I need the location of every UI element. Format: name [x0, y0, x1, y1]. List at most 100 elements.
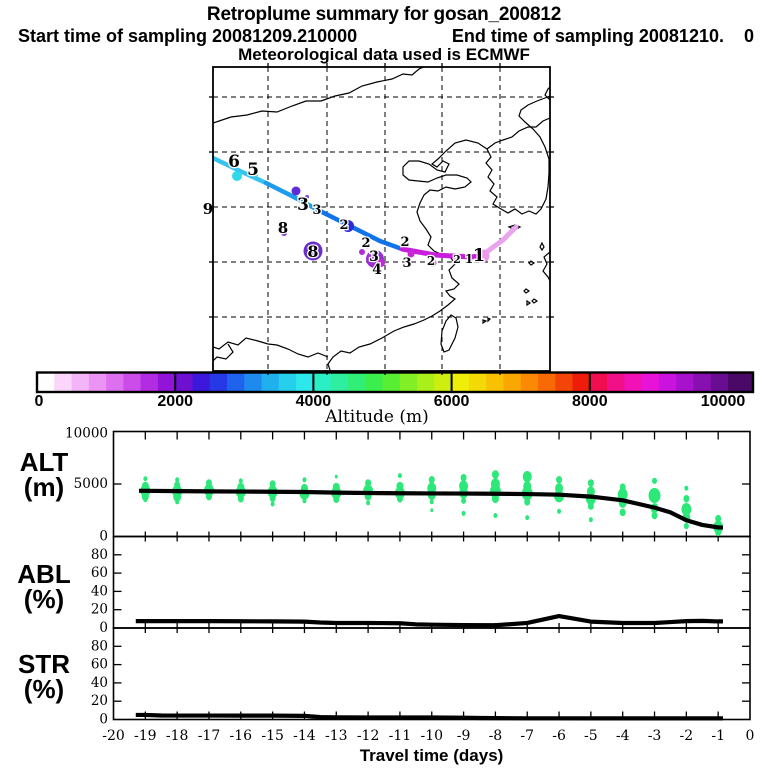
str-data-line: [135, 712, 723, 721]
plume-cluster-dot: [429, 259, 437, 267]
y-tick-label: 60: [91, 657, 108, 673]
x-tick-label: -4: [616, 728, 630, 744]
colorbar-segment: [537, 372, 556, 392]
colorbar-segment: [641, 372, 660, 392]
alt-cluster-marker: [237, 494, 244, 503]
alt-cluster-marker: [430, 508, 434, 513]
end-time-text: End time of sampling 20081210. 0: [451, 26, 754, 46]
colorbar-segment: [244, 372, 263, 392]
colorbar-segment: [88, 372, 107, 392]
colorbar-segment: [209, 372, 228, 392]
colorbar-segment: [468, 372, 487, 392]
coastline-group: [213, 67, 550, 371]
y-tick-label: 5000: [74, 476, 108, 492]
colorbar-segment: [589, 372, 608, 392]
y-tick-label: 0: [99, 712, 108, 728]
alt-cluster-marker: [460, 473, 467, 482]
colorbar-segment: [175, 372, 193, 392]
alt-cluster-marker: [428, 476, 435, 484]
y-tick-label: 80: [91, 547, 108, 563]
trajectory-day-number: 2: [339, 218, 348, 233]
alt-cluster-marker: [617, 488, 628, 501]
trajectory-day-number: 3: [297, 195, 309, 215]
colorbar-segment: [347, 372, 366, 392]
trajectory-segment: [213, 155, 269, 186]
trajectory-day-number: 3: [402, 256, 411, 271]
colorbar-tick-label: 2000: [157, 393, 193, 410]
colorbar-overflow-segment: [728, 372, 753, 392]
colorbar-segment: [399, 372, 418, 392]
coast-china: [213, 139, 488, 371]
x-tick-label: -7: [520, 728, 534, 744]
alt-cluster-marker: [652, 477, 658, 484]
colorbar-segment: [503, 372, 522, 392]
x-tick-label: -11: [389, 728, 412, 744]
plume-cluster-dot: [232, 171, 242, 181]
colorbar-segment: [296, 372, 314, 392]
alt-cluster-marker: [302, 477, 307, 483]
alt-cluster-marker: [461, 497, 467, 504]
alt-cluster-marker: [587, 479, 594, 487]
alt-cluster-marker: [302, 498, 307, 504]
abl-panel-unit: (%): [23, 584, 65, 614]
x-tick-label: -20: [102, 728, 125, 744]
x-tick-label: -18: [166, 728, 189, 744]
coast-korea-west: [485, 148, 542, 215]
x-tick-label: -6: [552, 728, 566, 744]
trajectory-day-number: 1: [465, 252, 473, 266]
trajectory-segment: [399, 246, 484, 260]
plume-cluster-dot: [305, 195, 309, 199]
trajectory-day-number: 5: [247, 160, 259, 180]
x-tick-label: -17: [198, 728, 221, 744]
colorbar-segment: [278, 372, 297, 392]
alt-cluster-marker: [557, 508, 562, 514]
x-tick-label: -1: [711, 728, 725, 744]
colorbar-segment: [192, 372, 211, 392]
alt-cluster-marker: [205, 492, 212, 501]
colorbar-segment: [520, 372, 539, 392]
colorbar-segment: [382, 372, 401, 392]
x-tick-label: -5: [584, 728, 598, 744]
abl-data-line: [135, 614, 723, 628]
colorbar-segment: [365, 372, 383, 392]
alt-cluster-marker: [681, 502, 692, 516]
plume-cluster-dot: [254, 173, 258, 177]
trajectory-segment: [478, 224, 519, 259]
colorbar-segment: [434, 372, 453, 392]
alt-cluster-marker: [525, 515, 530, 521]
colorbar-tick-label: 4000: [296, 393, 332, 410]
y-tick-label: 80: [91, 638, 108, 654]
alt-cluster-marker: [556, 476, 563, 484]
colorbar-tick-label: 10000: [701, 393, 746, 410]
colorbar-tick-label: 6000: [434, 393, 470, 410]
alt-cluster-marker: [715, 514, 722, 523]
trajectory-day-number: 3: [369, 249, 379, 265]
alt-cluster-marker: [429, 499, 434, 505]
str-panel-label: STR (%): [6, 651, 82, 702]
colorbar-segment: [140, 372, 159, 392]
met-data-line: Meteorological data used is ECMWF: [238, 45, 530, 64]
alt-panel-label: ALT (m): [6, 449, 82, 500]
trajectory-segment: [315, 207, 405, 252]
colorbar-segment: [417, 372, 435, 392]
x-tick-label: -2: [680, 728, 694, 744]
colorbar-segment: [37, 372, 55, 392]
y-tick-label: 20: [91, 693, 108, 709]
x-tick-label: -16: [230, 728, 253, 744]
colorbar-segment: [693, 372, 712, 392]
trajectory-day-number: 2: [361, 236, 370, 251]
coast-korea-bay: [486, 117, 550, 150]
colorbar-segment: [607, 372, 625, 392]
x-tick-label: -12: [357, 728, 380, 744]
x-tick-label: -3: [648, 728, 662, 744]
alt-cluster-marker: [684, 485, 689, 491]
colorbar-segment: [227, 372, 245, 392]
alt-cluster-marker: [334, 474, 338, 479]
alt-cluster-marker: [491, 470, 499, 479]
x-tick-label: -8: [489, 728, 503, 744]
y-tick-label: 20: [91, 602, 108, 618]
y-tick-label: 0: [99, 529, 108, 545]
plume-cluster-dot: [291, 186, 301, 196]
